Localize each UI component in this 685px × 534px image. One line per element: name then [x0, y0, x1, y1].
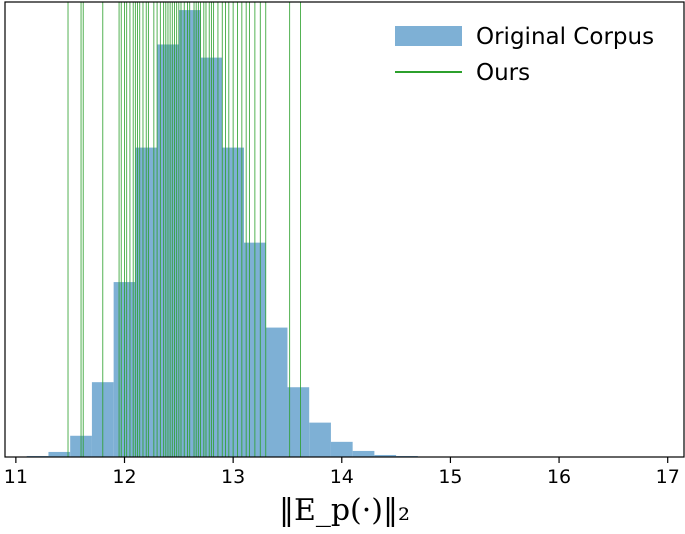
legend: Original Corpus Ours	[395, 24, 654, 86]
histogram-bar	[287, 387, 310, 457]
x-tick-label: 17	[656, 466, 680, 488]
x-tick-label: 16	[547, 466, 571, 488]
histogram-bar	[265, 327, 288, 457]
x-tick-label: 11	[4, 466, 28, 488]
ours-vlines	[67, 2, 301, 457]
x-tick-label: 12	[112, 466, 136, 488]
histogram-bar	[48, 451, 71, 457]
legend-label-original-corpus: Original Corpus	[476, 24, 654, 50]
x-tick-label: 14	[330, 466, 354, 488]
x-axis-label: ‖E_p(·)‖₂	[279, 493, 410, 528]
histogram-bar	[352, 450, 375, 457]
histogram-bar	[374, 454, 397, 457]
legend-swatch-original-corpus	[395, 26, 462, 46]
histogram-bar	[330, 441, 353, 457]
x-tick-label: 15	[438, 466, 462, 488]
plot-frame	[4, 1, 685, 458]
axes	[4, 1, 685, 458]
legend-label-ours: Ours	[476, 60, 530, 86]
x-tick-label: 13	[221, 466, 245, 488]
histogram-bar	[309, 422, 331, 457]
x-ticks: 11 12 13 14 15 16 17	[4, 457, 680, 488]
